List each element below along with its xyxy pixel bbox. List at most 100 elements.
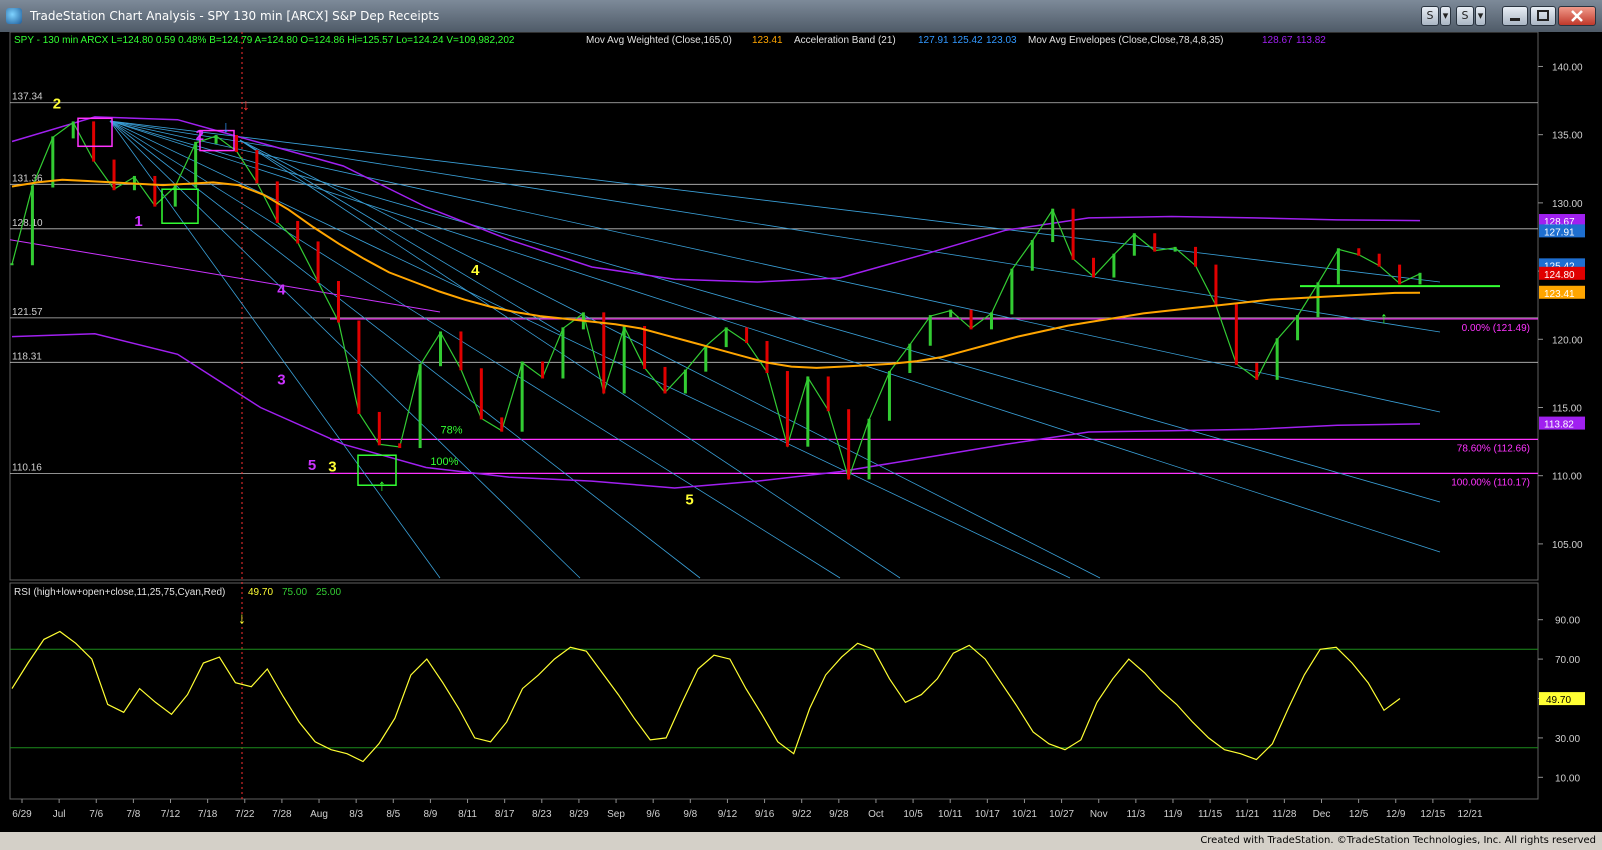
fan-line	[109, 120, 1441, 413]
price-bar	[683, 369, 687, 394]
price-bar	[806, 376, 810, 447]
price-bar	[908, 343, 912, 374]
price-axis-label: 135.00	[1552, 131, 1583, 142]
fan-line	[239, 139, 561, 333]
fib-level-label: 78.60% (112.66)	[1457, 443, 1530, 454]
level-label: 128.10	[12, 218, 43, 229]
fan-line	[109, 120, 441, 579]
price-bar	[1132, 233, 1136, 256]
moving-average-line	[11, 178, 1421, 369]
x-axis-label: 7/8	[126, 809, 140, 820]
symbol-link-button[interactable]: S	[1421, 6, 1439, 26]
tradestation-app-icon	[6, 8, 22, 24]
minimize-button[interactable]	[1502, 6, 1528, 26]
price-bar	[847, 409, 851, 480]
indicator-envelope-upper: 128.67	[1262, 35, 1293, 46]
indicator-wma-label: Mov Avg Weighted (Close,165,0)	[586, 35, 732, 46]
x-axis-label: 9/6	[646, 809, 660, 820]
rsi-axis-label: 90.00	[1555, 616, 1580, 627]
price-bar	[1214, 264, 1218, 307]
price-axis-label: 105.00	[1552, 540, 1583, 551]
price-bar	[1377, 253, 1381, 267]
price-bar	[949, 309, 953, 318]
indicator-accband-upper: 127.91	[918, 35, 949, 46]
x-axis-label: 10/11	[938, 809, 963, 820]
level-label: 118.31	[12, 351, 42, 362]
rsi-axis-label: 70.00	[1555, 655, 1580, 666]
retracement-label: 78%	[441, 424, 463, 436]
maximize-button[interactable]	[1530, 6, 1556, 26]
x-axis-label: 11/15	[1198, 809, 1223, 820]
price-bar	[479, 368, 483, 420]
x-axis-label: 9/16	[755, 809, 775, 820]
price-line	[11, 121, 1421, 481]
chart-canvas[interactable]: SPY - 130 min ARCX L=124.80 0.59 0.48% B…	[0, 31, 1602, 832]
x-axis-label: 7/12	[161, 809, 181, 820]
x-axis-label: 12/21	[1457, 809, 1482, 820]
envelope-lower-line	[11, 333, 1421, 489]
price-axis-label: 140.00	[1552, 62, 1583, 73]
price-bar	[541, 361, 545, 379]
indicator-envelope-lower: 113.82	[1296, 35, 1326, 46]
price-bar	[1275, 338, 1279, 380]
fib-level-label: 100.00% (110.17)	[1451, 477, 1530, 488]
envelope-upper-line	[11, 116, 1421, 283]
x-axis-label: 8/11	[458, 809, 477, 820]
x-axis-label: 8/23	[532, 809, 552, 820]
price-bar	[520, 361, 524, 432]
x-axis-label: 12/9	[1386, 809, 1406, 820]
price-plot: 137.34 131.36 128.10 121.57 118.31 110.16 0.00…	[9, 32, 1538, 799]
price-pane[interactable]	[9, 31, 1539, 581]
footer-bar: Created with TradeStation. ©TradeStation…	[0, 832, 1602, 850]
x-axis-label: 8/9	[423, 809, 437, 820]
minimize-icon	[1510, 18, 1520, 21]
copyright-text: Created with TradeStation. ©TradeStation…	[1200, 835, 1596, 846]
price-bar	[459, 331, 463, 371]
rsi-pane[interactable]	[9, 582, 1539, 800]
axes: 105.00 110.00 115.00 120.00 1 25.00 130.00 135.…	[12, 62, 1585, 820]
price-bar	[765, 341, 769, 374]
x-axis-label: 6/29	[12, 809, 32, 820]
price-bar	[214, 135, 218, 144]
price-bar	[1418, 272, 1422, 285]
price-badge-label: 123.41	[1544, 289, 1575, 300]
price-bar	[1112, 253, 1116, 278]
wave-label: 2	[53, 96, 61, 113]
rsi-line	[11, 630, 1401, 763]
rsi-oversold: 25.00	[316, 587, 341, 598]
level-label: 131.36	[12, 173, 43, 184]
maximize-icon	[1537, 10, 1549, 21]
x-axis-label: 12/15	[1420, 809, 1445, 820]
x-axis-label: Oct	[868, 809, 884, 820]
price-bar	[643, 326, 647, 369]
price-axis-label: 130.00	[1552, 199, 1583, 210]
x-axis-label: 10/27	[1049, 809, 1074, 820]
rsi-overbought: 75.00	[282, 587, 307, 598]
chart-area[interactable]: SPY - 130 min ARCX L=124.80 0.59 0.48% B…	[0, 31, 1602, 832]
x-axis-label: 12/5	[1349, 809, 1369, 820]
price-badge-label: 124.80	[1544, 270, 1575, 281]
price-bar	[785, 371, 789, 447]
signal-arrow: ↑	[1380, 310, 1388, 327]
retracement-label: 100%	[430, 456, 458, 468]
price-badge	[1539, 266, 1585, 280]
price-bar	[663, 366, 667, 394]
price-bar	[234, 135, 238, 153]
price-bar	[928, 315, 932, 346]
price-bar	[969, 309, 973, 330]
price-badge	[1539, 224, 1585, 238]
price-bar	[1071, 208, 1075, 260]
price-bar	[1194, 246, 1198, 267]
signal-arrow: ↑	[378, 478, 386, 495]
symbol-link-dropdown[interactable]: ▾	[1440, 6, 1451, 26]
close-button[interactable]	[1558, 6, 1596, 26]
rsi-value: 49.70	[248, 587, 273, 598]
window-title: TradeStation Chart Analysis - SPY 130 mi…	[30, 9, 440, 23]
fan-line	[109, 120, 701, 579]
price-bar	[704, 345, 708, 372]
style-link-button[interactable]: S	[1456, 6, 1474, 26]
level-label: 110.16	[12, 463, 42, 474]
style-link-dropdown[interactable]: ▾	[1475, 6, 1486, 26]
wave-label: 4	[277, 281, 286, 298]
